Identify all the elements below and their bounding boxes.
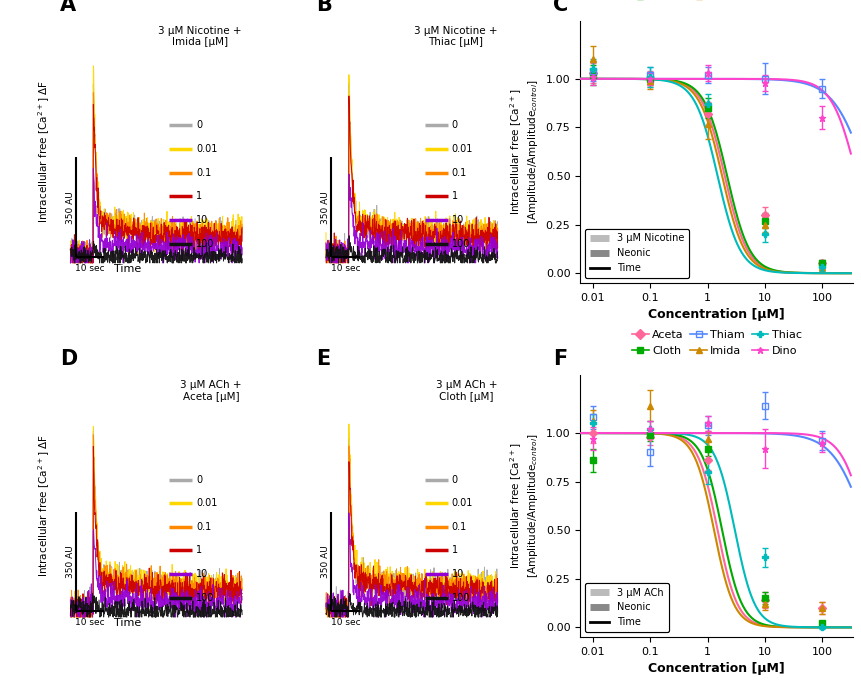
Text: 100: 100 [451, 238, 469, 249]
Text: 350 AU: 350 AU [321, 545, 330, 578]
X-axis label: Concentration [μM]: Concentration [μM] [647, 308, 784, 321]
Text: 0.1: 0.1 [195, 522, 211, 532]
Text: E: E [315, 349, 330, 369]
Text: 1: 1 [195, 545, 201, 556]
Text: 3 μM Nicotine +
Imida [μM]: 3 μM Nicotine + Imida [μM] [158, 26, 241, 47]
Text: 0.1: 0.1 [195, 168, 211, 177]
Text: 10: 10 [195, 569, 208, 579]
Text: 0.1: 0.1 [451, 168, 466, 177]
Text: 100: 100 [195, 593, 214, 603]
Text: 10 sec: 10 sec [331, 619, 360, 627]
X-axis label: Concentration [μM]: Concentration [μM] [647, 662, 784, 675]
Text: 10: 10 [195, 215, 208, 225]
Text: 1: 1 [451, 545, 457, 556]
Text: 10: 10 [451, 215, 463, 225]
Text: 0.01: 0.01 [195, 498, 217, 508]
Text: 0.01: 0.01 [195, 144, 217, 154]
Text: D: D [60, 349, 77, 369]
Text: 0.1: 0.1 [451, 522, 466, 532]
Text: F: F [552, 349, 567, 369]
Text: Time: Time [114, 619, 140, 628]
Text: 1: 1 [195, 191, 201, 201]
Text: 10 sec: 10 sec [75, 619, 104, 627]
Text: C: C [552, 0, 567, 15]
Text: 100: 100 [195, 238, 214, 249]
Text: 1: 1 [451, 191, 457, 201]
Text: 0.01: 0.01 [451, 498, 473, 508]
Text: 3 μM Nicotine +
Thiac [μM]: 3 μM Nicotine + Thiac [μM] [413, 26, 497, 47]
Text: 350 AU: 350 AU [321, 191, 330, 224]
Legend: Aceta, Cloth, Thiam, Imida, Thiac, Dino: Aceta, Cloth, Thiam, Imida, Thiac, Dino [629, 0, 803, 3]
Text: 3 μM ACh +
Aceta [μM]: 3 μM ACh + Aceta [μM] [180, 380, 241, 401]
Legend: Aceta, Cloth, Thiam, Imida, Thiac, Dino: Aceta, Cloth, Thiam, Imida, Thiac, Dino [629, 328, 803, 358]
Text: 10 sec: 10 sec [331, 264, 360, 273]
Text: 0: 0 [451, 475, 457, 485]
Text: A: A [60, 0, 76, 15]
Text: Time: Time [114, 264, 140, 274]
Text: 0: 0 [451, 121, 457, 130]
Text: 0.01: 0.01 [451, 144, 473, 154]
Y-axis label: Intracellular free [Ca$^{2+}$]
[Amplitude/Amplitude$_{control}$]: Intracellular free [Ca$^{2+}$] [Amplitud… [508, 79, 540, 224]
Text: 0: 0 [195, 475, 201, 485]
Text: 350 AU: 350 AU [65, 545, 75, 578]
Text: 10 sec: 10 sec [75, 264, 104, 273]
Text: 350 AU: 350 AU [65, 191, 75, 224]
Text: 100: 100 [451, 593, 469, 603]
Text: 3 μM ACh +
Cloth [μM]: 3 μM ACh + Cloth [μM] [436, 380, 497, 401]
Text: 10: 10 [451, 569, 463, 579]
Text: Intracellular free [Ca$^{2+}$] ΔF: Intracellular free [Ca$^{2+}$] ΔF [36, 80, 52, 223]
Text: Intracellular free [Ca$^{2+}$] ΔF: Intracellular free [Ca$^{2+}$] ΔF [36, 434, 52, 577]
Text: 0: 0 [195, 121, 201, 130]
Y-axis label: Intracellular free [Ca$^{2+}$]
[Amplitude/Amplitude$_{control}$]: Intracellular free [Ca$^{2+}$] [Amplitud… [508, 434, 540, 578]
Text: B: B [315, 0, 331, 15]
